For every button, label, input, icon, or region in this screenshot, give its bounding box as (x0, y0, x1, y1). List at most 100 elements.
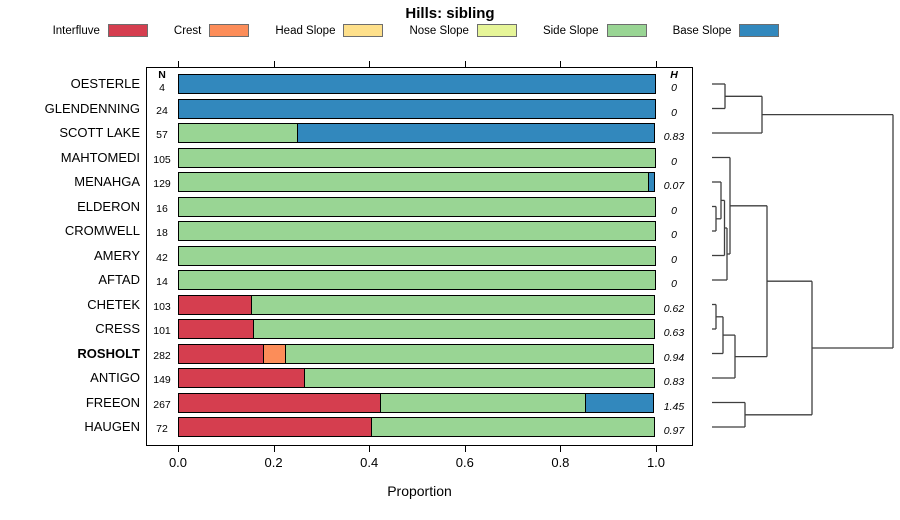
series-label: CROMWELL (64, 223, 140, 238)
x-tick-label: 0.0 (168, 455, 188, 470)
bar-segment-interfluve (178, 343, 265, 364)
bar-segment-side_slope (178, 270, 656, 290)
stacked-bar (178, 123, 656, 143)
series-label: FREEON (85, 394, 140, 410)
h-value: 0.83 (663, 376, 685, 388)
h-value: 0.97 (663, 425, 685, 437)
h-value: 0 (671, 106, 677, 119)
h-header: H (670, 69, 678, 81)
n-value: 42 (156, 251, 168, 264)
x-tick-top (464, 61, 466, 67)
h-value: 0 (671, 155, 677, 168)
x-tick-bottom (560, 446, 562, 452)
series-label: AMERY (94, 247, 140, 263)
bar-segment-base_slope (584, 392, 654, 413)
h-value: 0.07 (663, 180, 685, 192)
legend-label: Nose Slope (409, 24, 469, 37)
legend-item-crest: Crest (174, 24, 250, 37)
bar-segment-interfluve (178, 392, 382, 413)
x-tick-top (369, 61, 371, 67)
x-tick-bottom (464, 446, 466, 452)
bar-segment-base_slope (178, 98, 656, 119)
h-value: 0 (671, 253, 677, 266)
n-value: 101 (153, 325, 171, 337)
stacked-bar (178, 417, 656, 437)
h-value: 0.94 (663, 351, 685, 364)
legend-swatch-side_slope (606, 24, 647, 37)
x-tick-label: 0.2 (264, 455, 283, 470)
legend-label: Interfluve (52, 24, 100, 37)
bar-segment-interfluve (178, 319, 255, 339)
n-header: N (158, 69, 166, 81)
bar-segment-side_slope (380, 392, 586, 413)
bar-segment-interfluve (178, 368, 305, 388)
bar-segment-side_slope (284, 343, 654, 364)
bar-segment-side_slope (253, 319, 655, 339)
legend-item-base_slope: Base Slope (673, 24, 780, 37)
h-value: 0.62 (663, 302, 685, 315)
legend-item-head_slope: Head Slope (275, 24, 384, 37)
h-value: 0.63 (663, 327, 685, 339)
x-tick-bottom (369, 446, 371, 452)
legend-item-nose_slope: Nose Slope (409, 24, 517, 37)
bar-segment-side_slope (178, 221, 656, 241)
legend-item-side_slope: Side Slope (543, 24, 647, 37)
bar-segment-base_slope (296, 123, 655, 143)
legend-label: Side Slope (542, 24, 599, 37)
n-value: 105 (153, 153, 171, 166)
stacked-bar (178, 319, 656, 339)
series-label: SCOTT LAKE (59, 125, 140, 140)
h-value: 0.83 (663, 131, 685, 143)
bar-segment-base_slope (178, 74, 656, 94)
series-label: ROSHOLT (77, 345, 140, 361)
h-value: 1.45 (663, 400, 685, 413)
stacked-bar (178, 196, 656, 217)
bar-segment-base_slope (647, 172, 655, 192)
bar-segment-side_slope (178, 172, 649, 192)
x-tick-bottom (273, 446, 275, 452)
n-value: 57 (156, 129, 168, 141)
stacked-bar (178, 221, 656, 241)
x-tick-bottom (656, 446, 657, 452)
n-value: 149 (153, 374, 171, 386)
stacked-bar (178, 245, 656, 266)
series-label: CRESS (95, 321, 140, 336)
series-label: GLENDENNING (44, 100, 140, 116)
series-label: MENAHGA (74, 174, 140, 189)
x-tick-top (560, 61, 562, 67)
stacked-bar (178, 392, 656, 413)
bar-segment-interfluve (178, 417, 372, 437)
x-tick-top (273, 61, 275, 67)
stacked-bar (178, 98, 656, 119)
chart-title: Hills: sibling (405, 5, 495, 22)
n-value: 267 (153, 398, 171, 411)
bar-segment-interfluve (178, 294, 253, 315)
x-tick-top (178, 61, 179, 67)
series-label: OESTERLE (70, 76, 140, 91)
bar-segment-side_slope (178, 147, 656, 168)
legend-swatch-head_slope (343, 24, 384, 37)
h-value: 0 (671, 278, 677, 290)
series-label: ELDERON (77, 198, 140, 214)
legend-swatch-crest (209, 24, 250, 37)
n-value: 24 (156, 104, 168, 117)
x-tick-label: 0.4 (360, 455, 379, 470)
series-label: AFTAD (98, 272, 140, 287)
bar-segment-side_slope (303, 368, 655, 388)
legend-swatch-interfluve (107, 24, 148, 37)
x-axis-title: Proportion (387, 483, 452, 499)
bar-segment-side_slope (370, 417, 655, 437)
n-value: 18 (156, 227, 168, 239)
stacked-bar (178, 368, 656, 388)
n-value: 282 (153, 349, 171, 362)
h-value: 0 (671, 204, 677, 217)
x-tick-label: 0.6 (455, 455, 474, 470)
n-value: 129 (153, 178, 171, 190)
stacked-bar (178, 74, 656, 94)
legend-label: Base Slope (672, 24, 732, 37)
legend-swatch-nose_slope (476, 24, 517, 37)
n-value: 72 (156, 423, 168, 435)
